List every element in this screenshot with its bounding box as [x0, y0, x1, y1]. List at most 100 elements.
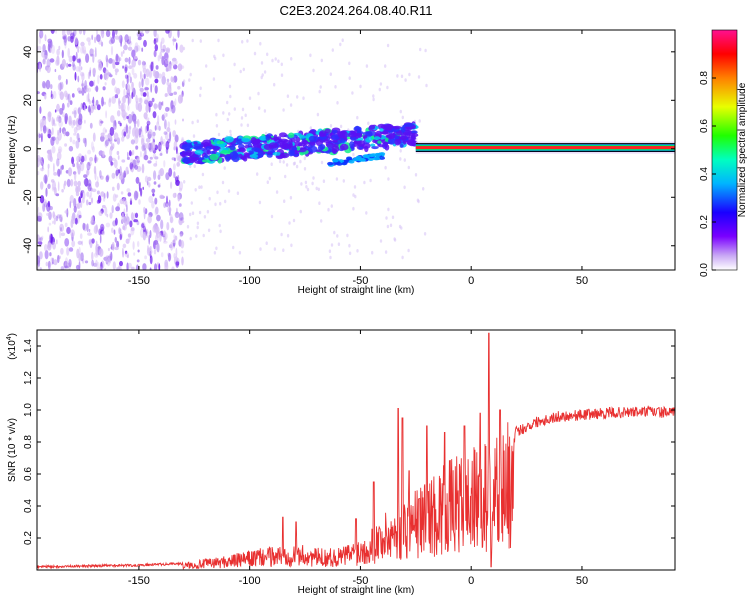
noise-blob	[145, 68, 150, 78]
noise-blob	[160, 41, 163, 51]
noise-blob	[133, 55, 138, 60]
noise-blob	[102, 150, 105, 157]
noise-blob	[130, 226, 135, 236]
noise-blob	[37, 45, 42, 51]
noise-blob	[72, 61, 75, 68]
noise-blob	[222, 111, 225, 115]
noise-blob	[96, 199, 100, 204]
noise-blob	[196, 225, 199, 230]
noise-blob	[86, 170, 89, 176]
noise-blob	[337, 242, 341, 246]
signal-blob	[340, 138, 346, 143]
noise-blob	[90, 191, 92, 198]
noise-blob	[57, 181, 60, 192]
noise-blob	[141, 163, 145, 174]
noise-blob	[69, 136, 73, 143]
noise-blob	[37, 260, 41, 267]
noise-blob	[139, 97, 143, 104]
noise-blob	[121, 159, 126, 163]
noise-blob	[316, 112, 320, 117]
noise-blob	[280, 232, 283, 237]
noise-blob	[367, 121, 370, 126]
noise-blob	[100, 135, 105, 142]
noise-blob	[87, 183, 92, 192]
noise-blob	[141, 61, 146, 66]
noise-blob	[85, 85, 89, 89]
noise-blob	[116, 267, 118, 270]
noise-blob	[226, 100, 229, 105]
colorbar-tick-label: 0.6	[699, 119, 710, 133]
noise-blob	[72, 139, 76, 145]
signal-blob	[254, 149, 261, 153]
noise-blob	[55, 193, 60, 197]
noise-blob	[172, 36, 175, 46]
noise-blob	[91, 259, 94, 267]
noise-blob	[80, 71, 85, 77]
noise-blob	[148, 129, 153, 135]
noise-blob	[217, 132, 221, 137]
signal-blob	[265, 134, 271, 141]
signal-blob	[250, 137, 257, 143]
noise-blob	[168, 199, 171, 208]
snr-yscale-base: (x10	[7, 340, 18, 360]
noise-blob	[72, 55, 76, 62]
noise-blob	[199, 86, 202, 91]
noise-blob	[369, 178, 372, 183]
noise-blob	[80, 41, 85, 47]
noise-blob	[125, 213, 129, 220]
noise-blob	[117, 155, 120, 160]
signal-blob	[279, 132, 287, 138]
noise-blob	[378, 87, 381, 92]
noise-blob	[253, 51, 257, 56]
noise-blob	[122, 243, 127, 249]
noise-blob	[99, 74, 103, 80]
signal-blob	[272, 137, 280, 141]
signal-blob	[308, 135, 317, 142]
signal-blob	[365, 131, 373, 137]
noise-blob	[154, 156, 159, 160]
noise-blob	[59, 81, 62, 92]
noise-blob	[144, 86, 149, 93]
noise-blob	[399, 157, 402, 161]
noise-blob	[284, 174, 287, 179]
noise-blob	[54, 68, 57, 73]
noise-blob	[122, 95, 127, 104]
noise-blob	[64, 210, 68, 214]
noise-blob	[110, 115, 115, 123]
noise-blob	[124, 57, 129, 63]
noise-blob	[292, 162, 296, 166]
noise-blob	[141, 144, 146, 152]
noise-blob	[92, 53, 95, 63]
signal-blob	[210, 150, 216, 155]
noise-blob	[164, 52, 169, 61]
noise-blob	[41, 50, 45, 58]
noise-blob	[114, 61, 120, 66]
noise-blob	[55, 215, 59, 222]
noise-blob	[44, 93, 47, 100]
noise-blob	[273, 247, 277, 251]
noise-blob	[118, 97, 121, 107]
noise-blob	[157, 55, 160, 62]
noise-blob	[177, 194, 181, 202]
signal-blob	[399, 136, 408, 140]
noise-blob	[161, 37, 165, 44]
noise-blob	[176, 146, 178, 155]
noise-blob	[214, 56, 217, 61]
noise-blob	[166, 127, 171, 133]
noise-blob	[277, 59, 280, 63]
noise-blob	[403, 158, 406, 162]
noise-blob	[309, 53, 312, 58]
noise-blob	[158, 263, 161, 270]
noise-blob	[135, 145, 139, 150]
noise-blob	[196, 119, 199, 123]
noise-blob	[105, 129, 108, 133]
noise-blob	[274, 57, 277, 61]
signal-blob	[263, 143, 273, 150]
noise-blob	[170, 241, 174, 251]
noise-blob	[66, 226, 71, 235]
noise-blob	[387, 207, 390, 212]
noise-blob	[83, 178, 87, 186]
y-tick-label: 0.8	[23, 435, 34, 449]
noise-blob	[174, 98, 177, 106]
